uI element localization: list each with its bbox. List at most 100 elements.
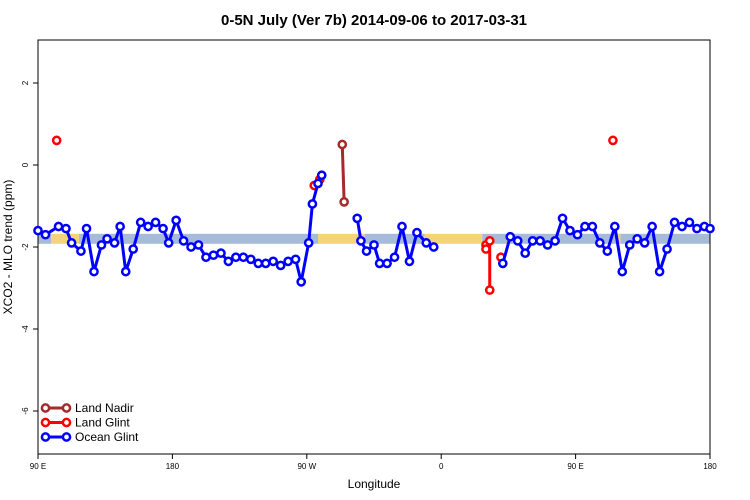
land-nadir-line xyxy=(340,144,346,202)
chart-title: 0-5N July (Ver 7b) 2014-09-06 to 2017-03… xyxy=(221,12,527,29)
ocean-glint-point xyxy=(497,258,508,269)
ocean-glint-point xyxy=(307,199,318,209)
band-segment-land xyxy=(424,233,483,244)
ocean-glint-point xyxy=(143,221,153,232)
legend-label: Land Nadir xyxy=(75,401,134,415)
ocean-glint-point xyxy=(201,252,211,263)
ocean-glint-point xyxy=(369,240,379,250)
ocean-glint-point xyxy=(81,223,92,234)
x-axis-label: Longitude xyxy=(348,477,401,491)
ocean-glint-point xyxy=(647,221,657,232)
ocean-glint-point xyxy=(527,236,538,246)
legend-marker xyxy=(61,432,72,442)
ocean-glint-point xyxy=(421,238,432,248)
y-tick-label: -6 xyxy=(21,407,30,415)
y-axis: 2 0 -2 -4 -6 xyxy=(21,80,38,415)
x-tick-label: 0 xyxy=(439,462,444,471)
ocean-glint-point xyxy=(602,246,613,256)
ocean-glint-point xyxy=(238,252,249,263)
land-nadir-point xyxy=(337,139,348,150)
ocean-glint-point xyxy=(382,258,392,269)
ocean-glint-point xyxy=(389,252,400,263)
land-glint-point xyxy=(484,285,495,295)
ocean-glint-point xyxy=(163,238,174,248)
legend-marker xyxy=(40,403,51,413)
series-group xyxy=(33,135,715,295)
ocean-glint-point xyxy=(193,240,204,250)
ocean-glint-point xyxy=(186,242,196,252)
ocean-glint-point xyxy=(580,221,590,232)
land-glint-point xyxy=(51,135,62,146)
series-land-glint xyxy=(51,135,618,295)
ocean-glint-point xyxy=(374,258,385,269)
ocean-glint-point xyxy=(223,256,234,267)
ocean-glint-point xyxy=(260,258,271,269)
ocean-glint-point xyxy=(428,242,439,252)
ocean-glint-point xyxy=(76,246,86,256)
ocean-glint-point xyxy=(397,221,407,232)
ocean-glint-point xyxy=(135,217,146,228)
ocean-glint-point xyxy=(404,256,415,267)
band-segment-land xyxy=(51,233,80,244)
ocean-glint-point xyxy=(412,227,422,238)
ocean-glint-point xyxy=(361,246,372,256)
ocean-glint-point xyxy=(283,256,293,267)
ocean-glint-point xyxy=(356,236,366,246)
ocean-glint-point xyxy=(572,229,583,240)
ocean-glint-point xyxy=(150,217,161,228)
ocean-glint-point xyxy=(158,223,168,234)
ocean-glint-point xyxy=(512,236,523,246)
ocean-glint-point xyxy=(557,213,568,224)
band-segment-land xyxy=(318,233,365,244)
land-glint-point xyxy=(608,135,618,146)
ocean-glint-point xyxy=(535,236,545,246)
y-tick-label: -2 xyxy=(21,243,30,251)
band-segment-ocean xyxy=(364,233,425,244)
ocean-glint-point xyxy=(542,240,553,250)
band-segment-ocean xyxy=(482,233,617,244)
x-tick-label: 90 E xyxy=(30,462,46,471)
x-tick-label: 90 E xyxy=(567,462,583,471)
ocean-glint-point xyxy=(109,238,120,248)
ocean-glint-point xyxy=(231,252,241,263)
band-segment-ocean xyxy=(620,233,710,244)
ocean-glint-point xyxy=(96,240,107,250)
legend-marker xyxy=(61,417,72,428)
ocean-glint-point xyxy=(253,258,264,269)
band-segment-ocean xyxy=(79,233,318,244)
ocean-glint-point xyxy=(684,217,695,228)
x-tick-label: 180 xyxy=(166,462,180,471)
ocean-glint-point xyxy=(550,236,560,246)
x-tick-label: 180 xyxy=(703,462,717,471)
ocean-glint-point xyxy=(505,231,516,242)
ocean-glint-point xyxy=(89,266,99,277)
legend-item: Land Nadir xyxy=(40,401,134,415)
legend-marker xyxy=(40,432,51,442)
legend-marker xyxy=(40,417,51,428)
ocean-glint-point xyxy=(617,266,628,277)
ocean-glint-point xyxy=(520,248,531,258)
x-axis: 90 E 180 90 W 0 90 E 180 xyxy=(30,454,717,471)
ocean-glint-point xyxy=(677,221,687,232)
land-nadir-point xyxy=(339,197,349,207)
ocean-glint-point xyxy=(595,238,605,248)
x-tick-label: 90 W xyxy=(297,462,316,471)
ocean-glint-point xyxy=(128,244,139,254)
ocean-glint-point xyxy=(316,170,327,181)
ocean-glint-point xyxy=(268,256,279,267)
ocean-glint-point xyxy=(654,266,665,277)
band-segment-land xyxy=(616,233,621,244)
ocean-glint-point xyxy=(171,215,181,226)
ocean-glint-point xyxy=(352,213,363,224)
ocean-glint-point xyxy=(115,221,125,232)
ocean-glint-point xyxy=(245,254,256,265)
legend-item: Land Glint xyxy=(40,416,130,430)
y-tick-label: 0 xyxy=(21,162,30,167)
ocean-glint-point xyxy=(275,260,286,271)
legend-item: Ocean Glint xyxy=(40,430,139,444)
ocean-glint-point xyxy=(66,238,77,248)
ocean-glint-point xyxy=(120,266,131,277)
ocean-glint-point xyxy=(692,223,702,234)
